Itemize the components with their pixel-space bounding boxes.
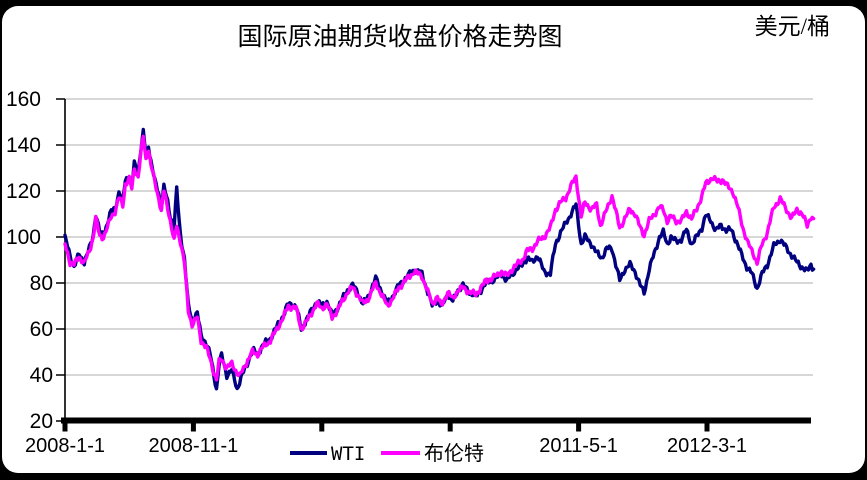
x-tick-label: 2008-11-1 (149, 435, 239, 457)
legend-label-brent: 布伦特 (424, 442, 484, 465)
x-tick-label: 2012-3-1 (667, 435, 747, 457)
chart-canvas (2, 6, 865, 473)
y-tick-label: 20 (30, 410, 53, 433)
y-axis-labels: 20 40 60 80 100 120 140 160 (6, 88, 53, 433)
legend-label-wti: WTI (331, 443, 365, 465)
unit-label: 美元/桶 (755, 14, 830, 39)
y-tick-label: 100 (6, 226, 41, 249)
y-tick-label: 160 (6, 88, 41, 111)
y-tick-label: 40 (30, 364, 53, 387)
chart-title: 国际原油期货收盘价格走势图 (237, 23, 562, 51)
axes (56, 98, 811, 432)
series-line-brent (63, 134, 816, 382)
legend: WTI 布伦特 (290, 442, 484, 465)
x-tick-label: 2011-5-1 (539, 435, 618, 457)
x-tick-label: 2008-1-1 (25, 435, 105, 457)
series-lines (63, 127, 816, 391)
y-tick-label: 80 (30, 272, 53, 295)
y-tick-label: 140 (6, 134, 41, 157)
x-axis-labels: 2008-1-1 2008-11-1 2011-5-1 2012-3-1 (25, 435, 747, 457)
y-tick-label: 120 (6, 180, 41, 203)
y-tick-label: 60 (30, 318, 53, 341)
